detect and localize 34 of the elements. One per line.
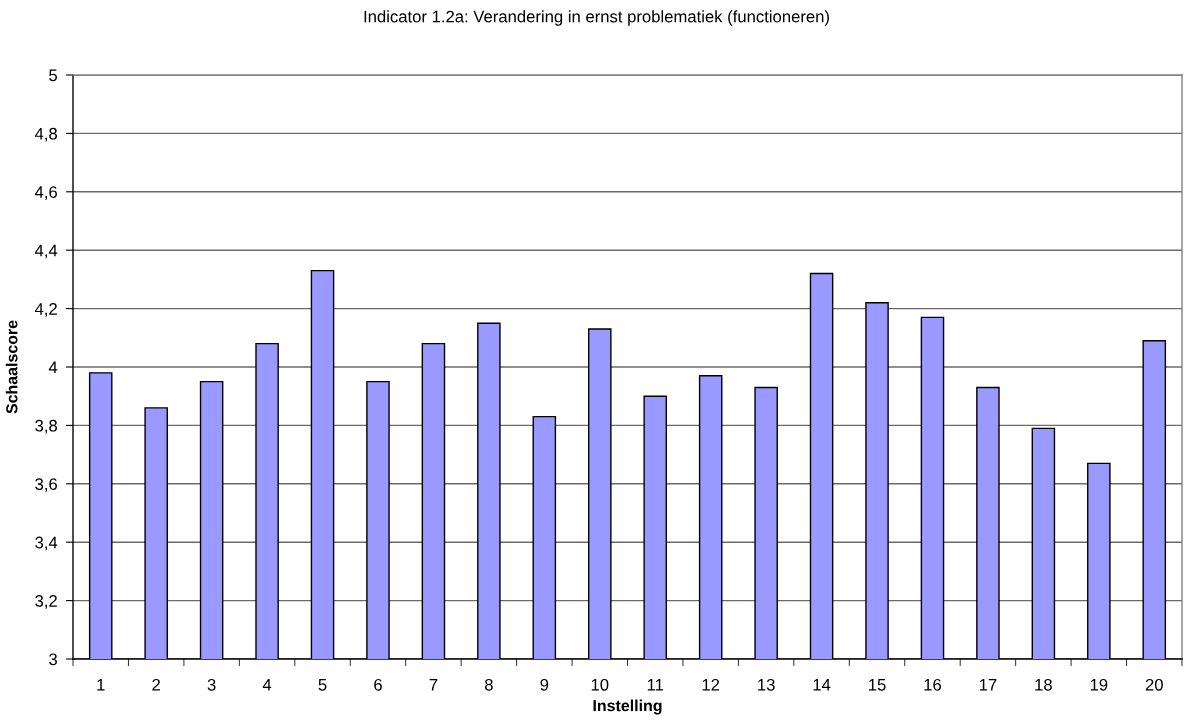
- y-tick-label: 4,8: [34, 127, 57, 142]
- x-tick-label: 12: [702, 678, 720, 691]
- y-tick-label: 4,4: [34, 244, 58, 259]
- x-tick-label: 4: [262, 679, 272, 691]
- y-tick-label: 3,8: [35, 419, 57, 434]
- x-tick-label: 7: [429, 679, 438, 691]
- x-tick-label: 11: [647, 679, 664, 691]
- chart-title: Indicator 1.2a: Verandering in ernst problematiek (functioneren): [364, 10, 829, 26]
- y-tick-label: 3: [49, 653, 57, 666]
- y-tick-label: 4,2: [34, 303, 57, 317]
- x-tick-label: 18: [1035, 678, 1052, 691]
- y-tick-label: 4,6: [34, 186, 57, 200]
- y-tick-label: 3,4: [35, 536, 58, 551]
- x-tick-label: 10: [591, 678, 609, 691]
- x-tick-label: 1: [97, 679, 105, 691]
- x-tick-label: 3: [207, 678, 216, 691]
- y-axis-title: Schaalscore: [5, 320, 18, 414]
- y-tick-label: 4: [48, 361, 58, 374]
- x-tick-label: 14: [813, 679, 831, 691]
- y-tick-label: 5: [49, 69, 58, 82]
- y-tick-label: 3,2: [35, 595, 57, 609]
- x-tick-label: 20: [1145, 678, 1163, 691]
- x-tick-label: 19: [1090, 678, 1108, 691]
- x-tick-label: 16: [924, 678, 942, 691]
- x-tick-label: 2: [152, 678, 160, 691]
- x-axis-title: Instelling: [593, 699, 662, 715]
- y-tick-label: 3,6: [35, 478, 57, 492]
- x-tick-label: 8: [484, 678, 493, 691]
- x-tick-label: 15: [869, 679, 886, 691]
- x-tick-label: 5: [318, 679, 327, 691]
- x-tick-label: 9: [540, 678, 549, 691]
- x-tick-label: 13: [758, 678, 775, 691]
- x-tick-label: 17: [979, 679, 997, 691]
- x-tick-label: 6: [374, 678, 382, 691]
